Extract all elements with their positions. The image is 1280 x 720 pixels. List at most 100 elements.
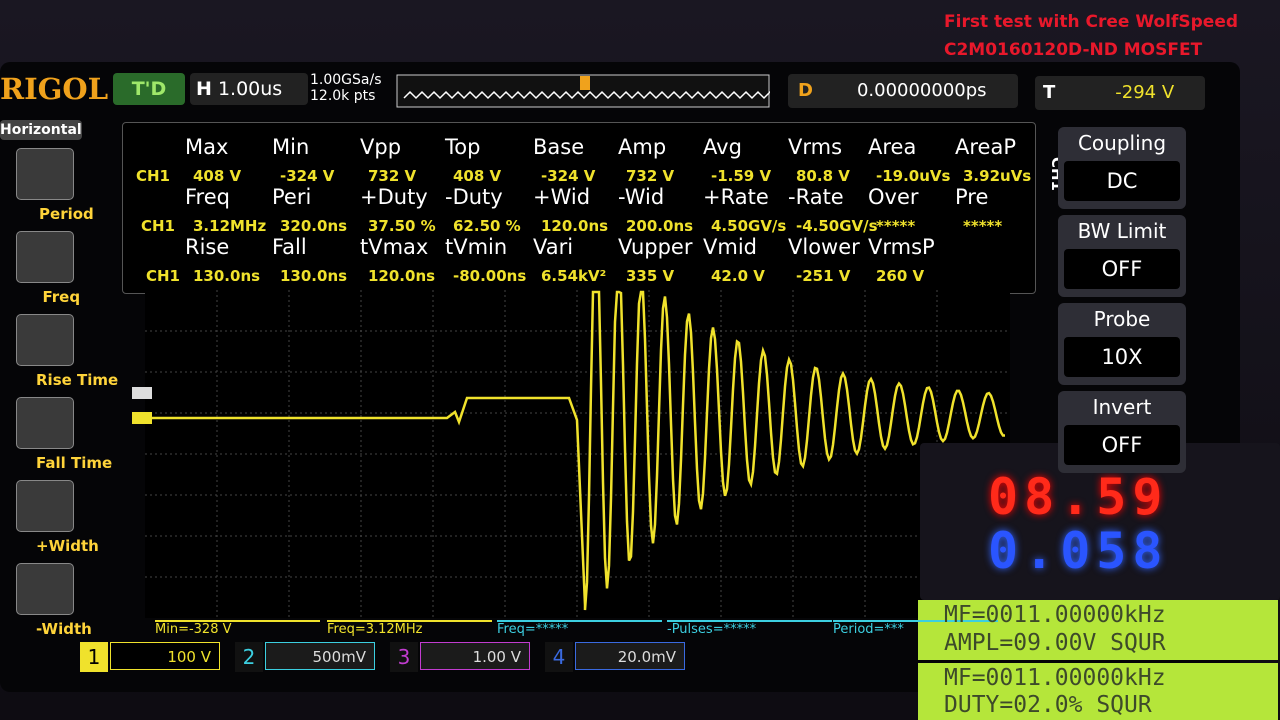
menu-item: Rise Time bbox=[36, 371, 119, 389]
measurement-header: +Duty bbox=[360, 185, 428, 209]
acquisition: 1.00GSa/s 12.0k pts bbox=[310, 72, 382, 104]
lcd-line: MF=0011.00000kHz bbox=[944, 665, 1166, 691]
measurement-header: Vrms bbox=[788, 135, 843, 159]
measurement-value: 732 V bbox=[626, 167, 675, 185]
measurement-header: Vmid bbox=[703, 235, 757, 259]
measurement-value: 408 V bbox=[453, 167, 502, 185]
meter-current: 0.058 bbox=[988, 522, 1169, 580]
measurement-value: 260 V bbox=[876, 267, 925, 285]
menu-value: OFF bbox=[1064, 249, 1180, 289]
menu-icon bbox=[16, 148, 74, 200]
measurement-value: 4.50GV/s bbox=[711, 217, 787, 235]
menu-item: Period bbox=[39, 205, 94, 223]
measurement-header: Min bbox=[272, 135, 310, 159]
menu-icon bbox=[16, 314, 74, 366]
channel-number: 2 bbox=[235, 642, 263, 672]
measurement-value: 130.0ns bbox=[193, 267, 261, 285]
measurement-header: Vupper bbox=[618, 235, 693, 259]
measurement-header: Top bbox=[445, 135, 481, 159]
menu-value: OFF bbox=[1064, 425, 1180, 465]
measurement-value: 732 V bbox=[368, 167, 417, 185]
measurement-header: +Wid bbox=[533, 185, 591, 209]
measurement-value: ***** bbox=[876, 217, 916, 235]
measurement-value: 42.0 V bbox=[711, 267, 765, 285]
channel-number: 1 bbox=[80, 642, 108, 672]
measurement-value: -324 V bbox=[541, 167, 596, 185]
lcd-line: DUTY=02.0% SQUR bbox=[944, 692, 1152, 718]
measurement-header: Avg bbox=[703, 135, 742, 159]
sample-rate: 1.00GSa/s bbox=[310, 72, 382, 88]
measurement-value: -4.50GV/s bbox=[796, 217, 878, 235]
annotation: First test with Cree WolfSpeed bbox=[944, 12, 1239, 32]
measurement-header: VrmsP bbox=[868, 235, 935, 259]
measurement-value: -251 V bbox=[796, 267, 851, 285]
run-state: T'D bbox=[113, 73, 185, 105]
waveform-grid bbox=[145, 290, 1010, 618]
trigger-label: T bbox=[1043, 82, 1056, 103]
channel-scale: 20.0mV bbox=[575, 642, 685, 670]
channel-label: CH1 bbox=[146, 267, 180, 285]
menu-label: Invert bbox=[1092, 395, 1152, 419]
measurement-header: Vari bbox=[533, 235, 574, 259]
measurement-value: 130.0ns bbox=[280, 267, 348, 285]
channel-scale: 100 V bbox=[110, 642, 220, 670]
measurement-header: Max bbox=[185, 135, 229, 159]
measurement-value: ***** bbox=[963, 217, 1003, 235]
channel-scale: 1.00 V bbox=[420, 642, 530, 670]
measurement-value: -324 V bbox=[280, 167, 335, 185]
measurement-header: -Rate bbox=[788, 185, 844, 209]
generator-lcd bbox=[918, 600, 1278, 660]
menu-label: Coupling bbox=[1077, 131, 1167, 155]
menu-value: 10X bbox=[1064, 337, 1180, 377]
delay-box: D 0.00000000ps bbox=[788, 74, 1018, 108]
measurement-value: 120.0ns bbox=[541, 217, 609, 235]
measurement-header: -Duty bbox=[445, 185, 503, 209]
annotation: C2M0160120D-ND MOSFET bbox=[944, 40, 1203, 60]
trigger-position bbox=[580, 76, 590, 90]
waveform bbox=[145, 290, 1005, 611]
generator-lcd bbox=[918, 663, 1278, 720]
trigger-level: -294 V bbox=[1115, 82, 1175, 103]
status-item: Freq=***** bbox=[497, 620, 662, 638]
menu-label: Probe bbox=[1093, 307, 1151, 331]
measurement-value: 6.54kV² bbox=[541, 267, 607, 285]
meter-voltage: 08.59 bbox=[988, 468, 1169, 526]
status-item: -Pulses=***** bbox=[667, 620, 832, 638]
left-menu-title: Horizontal bbox=[0, 120, 82, 140]
menu-item: +Width bbox=[36, 537, 99, 555]
measurement-header: Freq bbox=[185, 185, 230, 209]
channel-number: 4 bbox=[545, 642, 573, 672]
menu-label: BW Limit bbox=[1077, 219, 1167, 243]
measurement-value: 62.50 % bbox=[453, 217, 521, 235]
delay: 0.00000000ps bbox=[856, 80, 987, 101]
status-item: Period=*** bbox=[833, 620, 998, 638]
measurement-header: Base bbox=[533, 135, 585, 159]
measurement-header: -Wid bbox=[618, 185, 665, 209]
trigger-box: T -294 V bbox=[1035, 76, 1205, 110]
menu-value: DC bbox=[1064, 161, 1180, 201]
menu-icon bbox=[16, 480, 74, 532]
channel-markers bbox=[132, 387, 152, 424]
measurement-header: Area bbox=[868, 135, 917, 159]
lcd-line: MF=0011.00000kHz bbox=[944, 602, 1166, 628]
measurement-header: tVmax bbox=[360, 235, 429, 259]
menu-icon bbox=[16, 231, 74, 283]
measurement-header: +Rate bbox=[703, 185, 769, 209]
measurement-header: tVmin bbox=[445, 235, 508, 259]
memory-depth: 12.0k pts bbox=[310, 88, 376, 104]
measurement-value: 3.92uVs bbox=[963, 167, 1032, 185]
status-item: Freq=3.12MHz bbox=[327, 620, 492, 638]
menu-icon bbox=[16, 397, 74, 449]
lcd-line: AMPL=09.00V SQUR bbox=[944, 630, 1166, 656]
delay-label: D bbox=[798, 80, 813, 101]
measurement-value: 335 V bbox=[626, 267, 675, 285]
timebase: 1.00us bbox=[217, 78, 283, 100]
status-item: Min=-328 V bbox=[155, 620, 320, 638]
measurement-header: Pre bbox=[955, 185, 989, 209]
channel-number: 3 bbox=[390, 642, 418, 672]
channel-label: CH1 bbox=[136, 167, 170, 185]
measurement-header: Peri bbox=[272, 185, 312, 209]
menu-icon bbox=[16, 563, 74, 615]
measurement-value: 80.8 V bbox=[796, 167, 850, 185]
